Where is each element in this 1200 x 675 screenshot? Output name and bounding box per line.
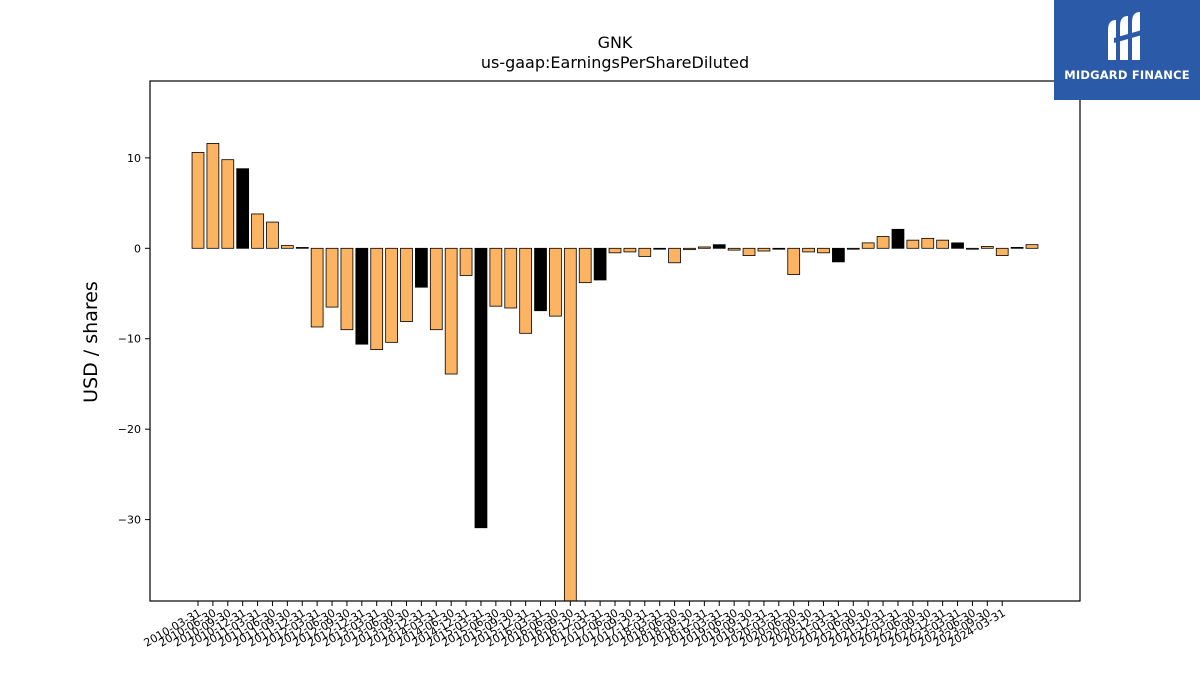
bar bbox=[444, 247, 458, 375]
bar bbox=[429, 247, 443, 331]
x-ticks: 2010-03-312010-06-302010-09-302010-12-31… bbox=[142, 601, 1008, 650]
bar bbox=[474, 247, 488, 529]
bar bbox=[563, 247, 577, 602]
bar bbox=[980, 246, 994, 249]
bar bbox=[1025, 244, 1039, 249]
brand-mark-icon bbox=[1108, 12, 1142, 60]
bar bbox=[802, 247, 815, 253]
bar bbox=[653, 247, 667, 250]
bar bbox=[519, 247, 533, 334]
bar bbox=[385, 247, 398, 343]
bar bbox=[549, 247, 562, 317]
y-tick-label: −10 bbox=[118, 333, 141, 346]
chart-subtitle: us-gaap:EarningsPerShareDiluted bbox=[481, 53, 749, 72]
bar bbox=[280, 245, 294, 249]
bar bbox=[936, 239, 950, 249]
bar bbox=[921, 237, 935, 249]
y-tick-label: −20 bbox=[118, 423, 141, 436]
bar bbox=[459, 247, 473, 276]
bar bbox=[236, 168, 250, 249]
bar bbox=[504, 247, 518, 309]
bar bbox=[1010, 246, 1024, 249]
plot-frame bbox=[149, 80, 1081, 602]
bar bbox=[355, 247, 369, 345]
bar bbox=[966, 247, 979, 250]
bar bbox=[861, 242, 875, 249]
bar bbox=[221, 159, 235, 249]
bar bbox=[340, 247, 354, 331]
bar bbox=[787, 247, 801, 275]
bar bbox=[951, 242, 964, 249]
bar bbox=[772, 247, 786, 250]
y-tick-label: −30 bbox=[118, 514, 141, 527]
bar bbox=[846, 247, 860, 250]
bar bbox=[995, 247, 1009, 256]
bar bbox=[668, 247, 681, 264]
y-axis-label: USD / shares bbox=[80, 281, 102, 403]
y-tick-label: 10 bbox=[127, 152, 141, 165]
bar bbox=[906, 239, 920, 249]
bar bbox=[623, 247, 637, 253]
bar bbox=[489, 247, 503, 307]
bar bbox=[712, 244, 726, 249]
bar bbox=[206, 142, 220, 249]
bar bbox=[698, 246, 711, 249]
bar bbox=[683, 247, 696, 251]
bar bbox=[251, 213, 264, 249]
bar bbox=[742, 247, 756, 256]
bar bbox=[817, 247, 830, 254]
bar bbox=[415, 247, 428, 288]
bar bbox=[370, 247, 384, 350]
bar bbox=[310, 247, 324, 328]
bar bbox=[876, 236, 890, 249]
bar bbox=[191, 152, 205, 249]
bar bbox=[832, 247, 845, 263]
bar bbox=[638, 247, 652, 257]
y-ticks: 10 0 −10 −20 −30 bbox=[118, 152, 150, 527]
bars-layer bbox=[191, 142, 1039, 602]
brand-name: MIDGARD FINANCE bbox=[1064, 68, 1190, 82]
bar bbox=[593, 247, 607, 281]
bar bbox=[757, 247, 771, 252]
chart-title: GNK bbox=[598, 33, 633, 52]
bar bbox=[891, 228, 905, 249]
y-tick-label: 0 bbox=[134, 242, 141, 255]
bar bbox=[727, 247, 741, 251]
bar bbox=[578, 247, 592, 284]
bar bbox=[295, 246, 309, 249]
bar bbox=[266, 221, 279, 249]
brand-logo: MIDGARD FINANCE bbox=[1054, 0, 1200, 100]
bar bbox=[608, 247, 622, 254]
bar bbox=[534, 247, 547, 312]
bar bbox=[325, 247, 339, 308]
bar bbox=[400, 247, 413, 322]
